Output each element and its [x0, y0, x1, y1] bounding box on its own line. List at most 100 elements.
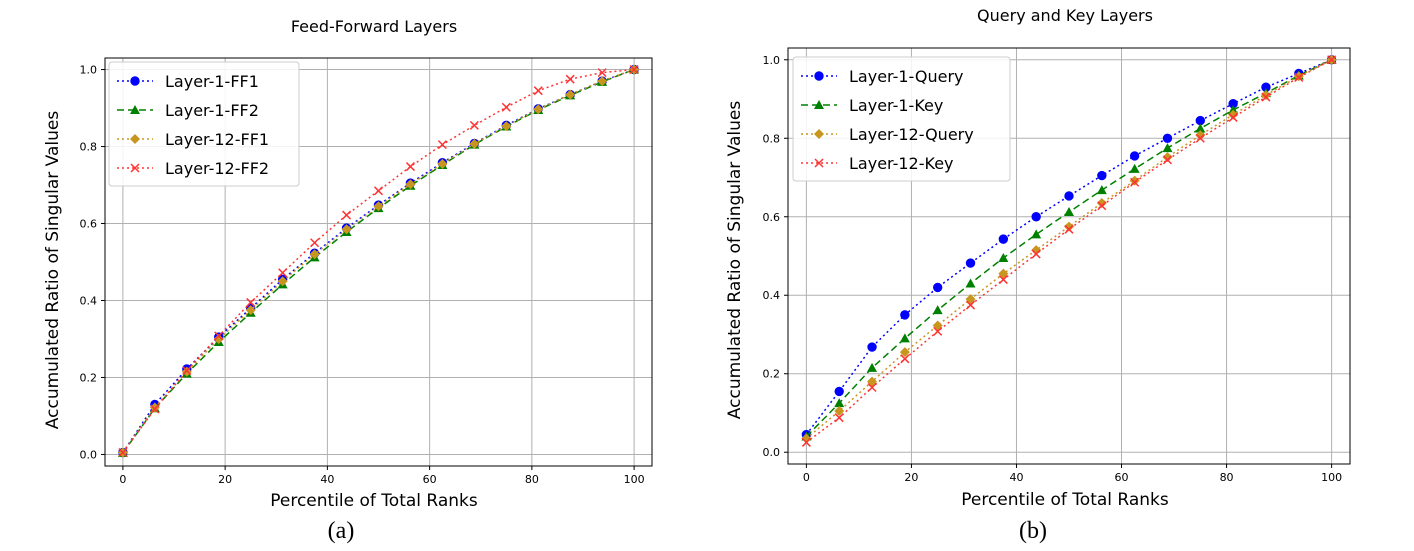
data-point: [1228, 109, 1239, 120]
x-tick-label: 100: [624, 473, 645, 486]
data-point: [437, 140, 447, 150]
data-point: [867, 362, 878, 372]
legend-item: Layer-1-Query: [801, 67, 964, 86]
data-point: [965, 278, 976, 288]
data-point: [150, 404, 160, 414]
y-tick-label: 0.4: [763, 289, 781, 302]
data-point: [834, 398, 845, 408]
legend-label: Layer-1-Query: [849, 67, 964, 86]
y-tick-label: 1.0: [763, 54, 781, 67]
figure-caption: (b): [1019, 518, 1047, 544]
chart-title: Feed-Forward Layers: [291, 17, 457, 36]
data-point: [565, 74, 575, 84]
x-tick-label: 40: [320, 473, 334, 486]
series-layer-1-query: [801, 55, 1337, 440]
data-point: [213, 333, 224, 344]
data-point: [1162, 155, 1173, 165]
figure-caption: (a): [328, 518, 355, 544]
data-point: [182, 366, 192, 376]
data-point: [932, 305, 943, 315]
data-point: [1294, 72, 1304, 82]
data-point: [834, 413, 844, 423]
data-point: [1130, 177, 1140, 187]
data-point: [565, 89, 576, 100]
data-point: [373, 186, 384, 196]
x-tick-label: 0: [119, 473, 126, 486]
x-tick-label: 40: [1009, 471, 1023, 484]
data-point: [1097, 170, 1107, 181]
data-point: [405, 179, 416, 190]
plot-frame: [104, 57, 653, 467]
legend-item: Layer-12-FF1: [117, 130, 269, 149]
legend-item: Layer-1-FF2: [117, 101, 259, 120]
data-point: [533, 86, 543, 96]
y-axis-label: Accumulated Ratio of Singular Values: [725, 101, 745, 420]
x-tick-label: 80: [1220, 471, 1234, 484]
data-point: [341, 224, 352, 235]
data-point: [867, 382, 877, 393]
data-point: [1096, 185, 1107, 195]
data-point: [1327, 55, 1337, 65]
data-point: [533, 104, 544, 115]
data-point: [933, 326, 943, 336]
y-tick-label: 0.8: [80, 141, 98, 154]
data-point: [1162, 133, 1173, 143]
y-tick-label: 0.0: [80, 448, 98, 461]
chart-feed-forward-layers: Feed-Forward Layers Percentile of Total …: [43, 17, 653, 544]
data-point: [597, 76, 608, 87]
data-point: [245, 305, 256, 316]
data-point: [1162, 143, 1173, 153]
series-layer-12-ff2: [118, 65, 639, 458]
legend-marker: [814, 129, 824, 139]
data-point: [1031, 212, 1041, 222]
data-point: [214, 331, 224, 341]
data-point: [342, 210, 352, 220]
legend-label: Layer-1-FF1: [165, 72, 259, 91]
data-point: [118, 447, 128, 458]
legend-label: Layer-12-Key: [849, 154, 954, 173]
legend-marker: [130, 134, 140, 144]
data-point: [310, 238, 320, 248]
chart-title: Query and Key Layers: [977, 6, 1153, 25]
data-point: [1064, 221, 1074, 232]
y-tick-label: 1.0: [80, 64, 98, 77]
legend-label: Layer-1-Key: [849, 96, 943, 115]
data-point: [1261, 92, 1271, 102]
series-line: [805, 59, 1332, 436]
legend-item: Layer-12-FF2: [117, 159, 269, 178]
chart-query-key-layers: Query and Key Layers Percentile of Total…: [725, 6, 1351, 544]
data-point: [469, 138, 480, 149]
legend-label: Layer-12-FF2: [165, 159, 269, 178]
legend: Layer-1-FF1 Layer-1-FF2 Layer-12-FF1 Layer-…: [108, 61, 300, 187]
y-tick-label: 0.4: [80, 294, 98, 307]
x-tick-label: 100: [1321, 471, 1342, 484]
x-tick-label: 60: [423, 473, 437, 486]
y-tick-label: 0.2: [763, 368, 781, 381]
data-point: [801, 433, 812, 444]
legend-marker: [814, 158, 824, 168]
legend-marker: [130, 105, 140, 114]
series-layer-12-key: [801, 55, 1337, 447]
data-point: [501, 102, 511, 112]
data-point: [1064, 191, 1074, 201]
data-point: [437, 158, 448, 169]
data-point: [149, 402, 160, 413]
data-point: [998, 268, 1009, 279]
data-point: [1096, 198, 1107, 209]
data-point: [373, 201, 384, 212]
data-point: [1097, 201, 1107, 211]
data-point: [1195, 133, 1205, 143]
legend-box: [792, 56, 1011, 182]
data-point: [899, 347, 910, 358]
data-point: [900, 354, 910, 364]
data-point: [867, 342, 877, 352]
data-point: [834, 386, 844, 397]
y-tick-label: 0.6: [763, 211, 781, 224]
legend: Layer-1-Query Layer-1-Key Layer-12-Query La…: [792, 56, 1011, 182]
data-point: [277, 276, 288, 287]
series-line: [122, 68, 635, 453]
data-point: [834, 406, 845, 417]
legend-marker: [814, 100, 824, 109]
data-point: [1228, 112, 1238, 122]
